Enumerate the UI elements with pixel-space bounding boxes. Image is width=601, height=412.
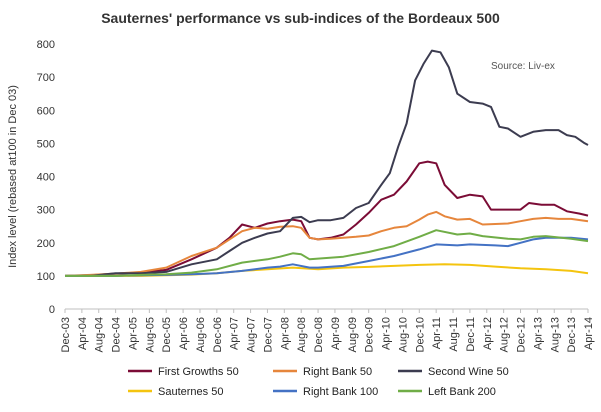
x-tick-label: Aug-05 <box>144 317 156 352</box>
x-tick-label: Aug-10 <box>397 317 409 352</box>
x-tick-label: Apr-07 <box>229 317 241 350</box>
x-tick-label: Aug-04 <box>94 317 106 352</box>
x-tick-label: Apr-13 <box>532 317 544 350</box>
series-line-4 <box>65 236 589 277</box>
legend-label: Second Wine 50 <box>428 366 509 378</box>
legend-label: Right Bank 100 <box>303 386 378 398</box>
x-tick-label: Apr-05 <box>127 317 139 350</box>
x-tick-label: Dec-11 <box>465 317 477 352</box>
y-axis-ticks: 0 100 200 300 400 500 600 700 800 <box>37 39 55 316</box>
x-tick-label: Aug-06 <box>195 317 207 352</box>
x-tick-label: Aug-07 <box>246 317 258 352</box>
source-annotation: Source: Liv-ex <box>491 61 555 72</box>
y-tick-label: 300 <box>37 205 55 217</box>
y-tick-label: 600 <box>37 105 55 117</box>
legend-label: First Growths 50 <box>158 366 239 378</box>
legend-label: Sauternes 50 <box>158 386 223 398</box>
x-tick-label: Apr-10 <box>381 317 393 350</box>
x-tick-label: Apr-09 <box>330 317 342 350</box>
legend-label: Left Bank 200 <box>428 386 496 398</box>
x-tick-label: Apr-04 <box>77 317 89 350</box>
y-tick-label: 100 <box>37 271 55 283</box>
legend: First Growths 50 Right Bank 50 Second Wine… <box>128 366 509 398</box>
x-tick-label: Dec-12 <box>516 317 528 352</box>
x-axis-ticks: Dec-03 Apr-04 Aug-04 Dec-04 Apr-05 Aug-05 Dec-… <box>60 309 595 352</box>
x-tick-label: Aug-08 <box>296 317 308 352</box>
x-tick-label: Dec-08 <box>313 317 325 352</box>
x-tick-label: Dec-09 <box>364 317 376 352</box>
series-lines <box>64 49 589 277</box>
legend-label: Right Bank 50 <box>303 366 372 378</box>
x-tick-label: Apr-12 <box>482 317 494 350</box>
y-tick-label: 700 <box>37 72 55 84</box>
x-tick-label: Dec-06 <box>212 317 224 352</box>
x-tick-label: Apr-06 <box>178 317 190 350</box>
x-tick-label: Dec-04 <box>111 317 123 352</box>
series-line-1 <box>64 210 589 277</box>
y-tick-label: 800 <box>37 39 55 51</box>
x-tick-label: Dec-13 <box>566 317 578 352</box>
x-tick-label: Apr-14 <box>583 317 595 350</box>
x-tick-label: Apr-11 <box>431 317 443 349</box>
x-tick-label: Dec-03 <box>60 317 72 352</box>
y-axis-label: Index level (rebased at100 in Dec 03) <box>7 85 19 268</box>
series-line-5 <box>65 229 589 277</box>
x-tick-label: Aug-09 <box>347 317 359 352</box>
y-tick-label: 200 <box>37 238 55 250</box>
x-tick-label: Aug-12 <box>499 317 511 352</box>
x-tick-label: Dec-07 <box>262 317 274 352</box>
y-tick-label: 500 <box>37 138 55 150</box>
x-tick-label: Dec-10 <box>414 317 426 352</box>
y-tick-label: 400 <box>37 172 55 184</box>
series-line-2 <box>65 49 589 277</box>
x-tick-label: Aug-13 <box>549 317 561 352</box>
chart-title: Sauternes' performance vs sub-indices of… <box>101 10 500 26</box>
x-tick-label: Aug-11 <box>448 317 460 352</box>
x-tick-label: Apr-08 <box>279 317 291 350</box>
x-tick-label: Dec-05 <box>161 317 173 352</box>
y-tick-label: 0 <box>49 304 55 316</box>
